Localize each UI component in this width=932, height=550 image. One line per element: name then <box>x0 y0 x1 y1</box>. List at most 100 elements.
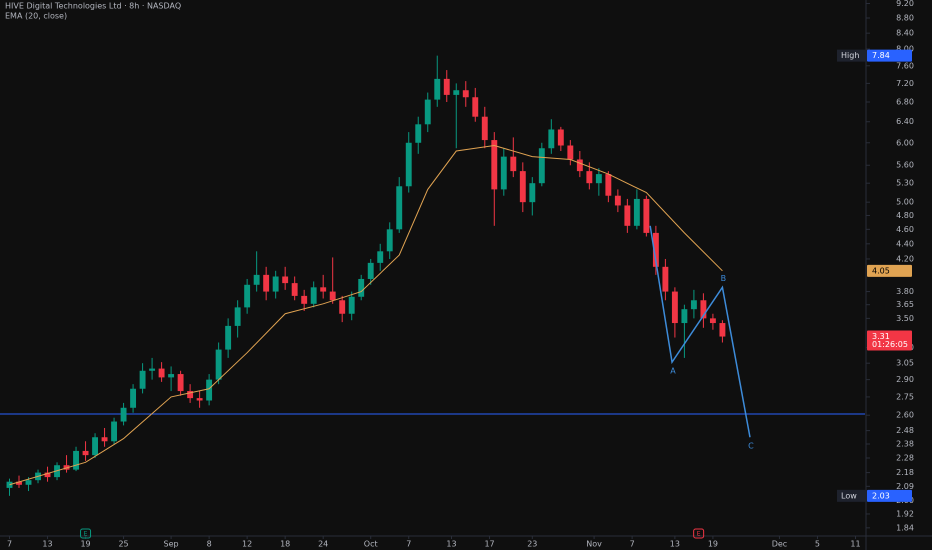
candle-body <box>519 171 526 203</box>
candle-body <box>329 291 336 301</box>
ema-price-box <box>867 264 912 277</box>
y-tick-label: 8.40 <box>896 29 914 38</box>
candle-body <box>567 145 574 160</box>
candle-body <box>586 171 593 184</box>
candle-body <box>168 374 175 378</box>
x-tick-label: 18 <box>280 540 290 549</box>
candle-body <box>111 421 118 442</box>
y-tick-label: 6.40 <box>896 117 914 126</box>
candle-body <box>652 232 659 267</box>
candle-body <box>453 90 460 95</box>
event-label: E <box>84 531 88 538</box>
x-tick-label: 5 <box>815 540 820 549</box>
candle-body <box>662 266 669 292</box>
high-price-box <box>867 49 912 62</box>
y-tick-label: 1.84 <box>896 523 914 532</box>
x-tick-label: 11 <box>850 540 860 549</box>
candle-body <box>377 251 384 263</box>
candle-body <box>16 481 22 485</box>
x-tick-label: 7 <box>630 540 635 549</box>
candle-body <box>700 300 707 319</box>
chart-title: HIVE Digital Technologies Ltd · 8h · NAS… <box>5 2 181 11</box>
low-price: 2.03 <box>872 491 890 500</box>
x-tick-label: 24 <box>318 540 328 549</box>
y-tick-label: 7.20 <box>896 79 914 88</box>
candle-body <box>320 287 327 292</box>
x-tick-label: 12 <box>242 540 252 549</box>
candle-body <box>101 437 108 442</box>
candle-body <box>595 174 602 184</box>
candle-body <box>671 291 678 324</box>
last-price-box <box>867 330 912 351</box>
last-price: 3.31 <box>872 332 890 341</box>
x-tick-label: 13 <box>42 540 52 549</box>
candle-body <box>348 296 355 314</box>
candle-body <box>529 183 536 203</box>
y-tick-label: 9.20 <box>896 0 914 8</box>
candle-body <box>481 116 488 141</box>
x-tick-label: 7 <box>406 540 411 549</box>
candle-body <box>73 450 79 470</box>
candle-body <box>681 309 688 324</box>
candle-body <box>396 186 403 230</box>
candle-body <box>500 156 507 190</box>
high-tag-box <box>837 49 867 62</box>
y-tick-label: 2.48 <box>896 426 914 435</box>
ema-price: 4.05 <box>872 266 890 275</box>
candle-body <box>225 325 232 350</box>
high-price: 7.84 <box>872 51 890 60</box>
candle-body <box>130 388 137 408</box>
candle-body <box>82 450 89 456</box>
candle-body <box>187 391 194 399</box>
event-marker <box>693 528 705 539</box>
candle-body <box>177 374 184 392</box>
candle-body <box>44 472 51 478</box>
candle-body <box>158 368 165 378</box>
low-tag: Low <box>841 491 857 500</box>
candle-body <box>234 307 241 326</box>
candle-body <box>244 284 251 308</box>
x-tick-label: Oct <box>364 540 378 549</box>
y-tick-label: 2.60 <box>896 411 914 420</box>
candle-body <box>25 480 32 485</box>
y-tick-label: 8.00 <box>896 45 914 54</box>
ema-line <box>9 144 723 486</box>
pattern-label: A <box>670 367 676 376</box>
x-tick-label: Nov <box>586 540 602 549</box>
candle-body <box>405 142 412 187</box>
candle-body <box>301 295 308 304</box>
candle-body <box>443 78 450 95</box>
candle-body <box>576 159 583 172</box>
candle-body <box>424 99 431 125</box>
y-tick-label: 4.40 <box>896 239 914 248</box>
candle-body <box>339 300 346 314</box>
candle-body <box>557 129 564 146</box>
candle-body <box>120 407 127 422</box>
candle-body <box>709 318 716 324</box>
y-tick-label: 2.38 <box>896 440 914 449</box>
y-tick-label: 6.00 <box>896 138 914 147</box>
x-tick-label: 13 <box>670 540 680 549</box>
x-tick-label: 19 <box>708 540 718 549</box>
candle-body <box>472 97 479 117</box>
y-tick-label: 5.00 <box>896 198 914 207</box>
y-tick-label: 2.75 <box>896 392 914 401</box>
candle-body <box>386 229 393 252</box>
x-tick-label: 8 <box>207 540 212 549</box>
y-tick-label: 2.28 <box>896 453 914 462</box>
pattern-line <box>649 225 751 438</box>
candle-body <box>253 274 260 285</box>
pattern-label: B <box>721 274 727 283</box>
event-marker <box>80 528 92 539</box>
x-tick-label: Sep <box>164 540 179 549</box>
candle-body <box>215 349 222 380</box>
y-tick-label: 3.50 <box>896 314 914 323</box>
event-label: E <box>697 531 701 538</box>
y-tick-label: 3.05 <box>896 359 914 368</box>
candle-body <box>614 195 621 206</box>
candle-body <box>624 205 631 226</box>
candle-body <box>548 129 555 149</box>
y-tick-label: 7.60 <box>896 61 914 70</box>
y-tick-label: 2.09 <box>896 482 914 491</box>
